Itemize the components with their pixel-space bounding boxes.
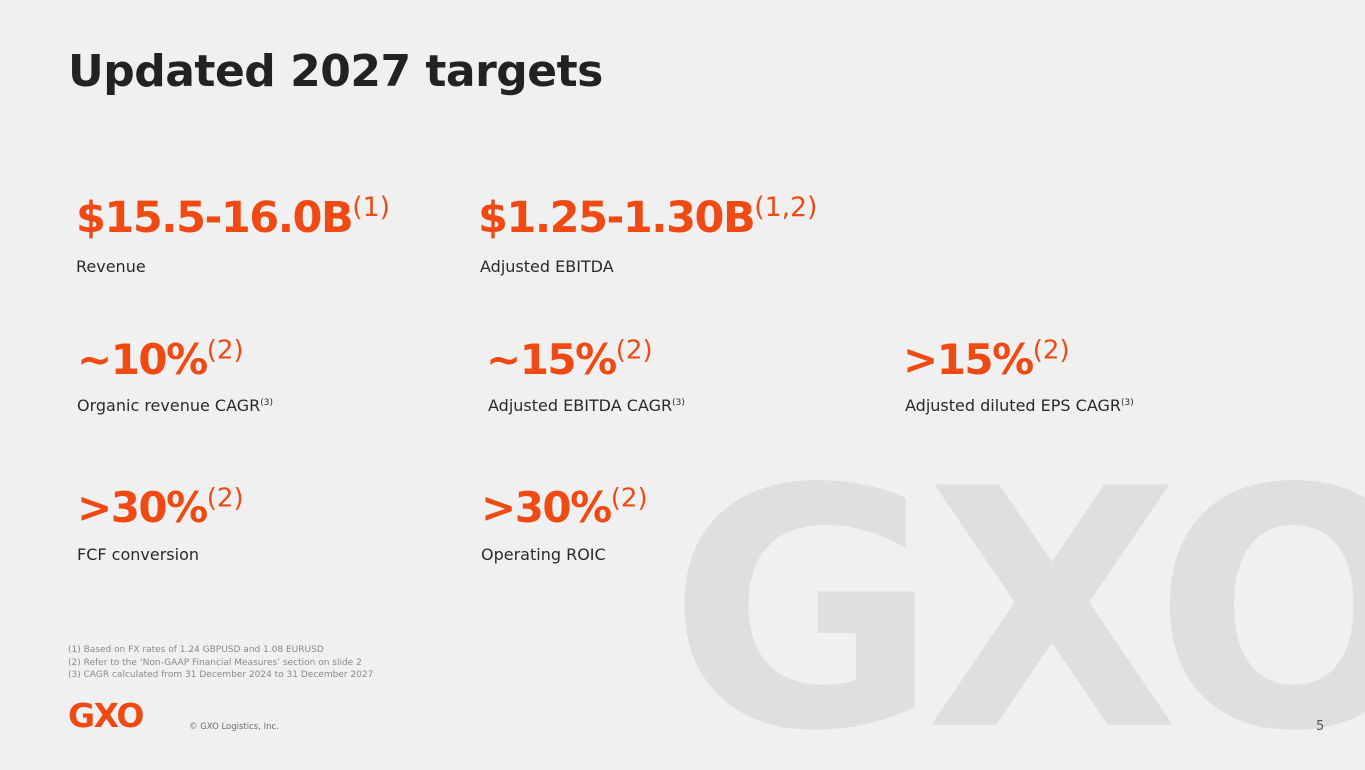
metric-operating-roic: >30%(2) Operating ROIC <box>481 483 648 565</box>
metric-value-note: (2) <box>206 335 244 366</box>
copyright: © GXO Logistics, Inc. <box>189 722 279 732</box>
metric-label: Organic revenue CAGR(3) <box>77 396 274 415</box>
metric-value-note: (1,2) <box>754 192 818 224</box>
metric-label: Adjusted diluted EPS CAGR(3) <box>905 396 1134 415</box>
metric-value-note: (2) <box>1032 335 1070 366</box>
metric-fcf-conversion: >30%(2) FCF conversion <box>77 483 244 565</box>
metric-label: Adjusted EBITDA <box>480 257 614 276</box>
metric-organic-revenue-cagr: ~10%(2) Organic revenue CAGR(3) <box>77 335 274 416</box>
footnote: (2) Refer to the ‘Non-GAAP Financial Mea… <box>68 657 362 668</box>
gxo-watermark: GXO <box>676 470 1365 770</box>
watermark-text: GXO <box>676 470 1365 770</box>
gxo-logo: GXO <box>68 696 144 735</box>
metric-value: ~15%(2) <box>486 335 653 384</box>
metric-value-note: (2) <box>615 335 653 366</box>
metric-value: $15.5-16.0B(1) <box>76 192 390 243</box>
metric-value-note: (1) <box>352 192 390 224</box>
metric-label: Revenue <box>76 257 146 276</box>
metric-value-note: (2) <box>206 483 244 514</box>
metric-value: >30%(2) <box>481 483 648 532</box>
metric-revenue: $15.5-16.0B(1) Revenue <box>76 194 390 276</box>
footnote: (3) CAGR calculated from 31 December 202… <box>68 670 374 680</box>
slide-title: Updated 2027 targets <box>68 46 603 97</box>
metric-label: Operating ROIC <box>481 545 606 564</box>
metric-value-note: (2) <box>610 483 648 514</box>
metric-value: ~10%(2) <box>77 335 244 384</box>
metric-adjusted-ebitda-cagr: ~15%(2) Adjusted EBITDA CAGR(3) <box>486 335 685 416</box>
metric-value: >15%(2) <box>903 335 1070 384</box>
metric-value: $1.25-1.30B(1,2) <box>478 192 818 243</box>
metric-value: >30%(2) <box>77 483 244 532</box>
metric-label: Adjusted EBITDA CAGR(3) <box>488 396 685 415</box>
page-number: 5 <box>1316 719 1325 734</box>
metric-adjusted-ebitda: $1.25-1.30B(1,2) Adjusted EBITDA <box>478 194 817 276</box>
metric-adjusted-diluted-eps-cagr: >15%(2) Adjusted diluted EPS CAGR(3) <box>903 335 1134 416</box>
footnotes: (1) Based on FX rates of 1.24 GBPUSD and… <box>68 644 373 682</box>
footnote: (1) Based on FX rates of 1.24 GBPUSD and… <box>68 645 324 655</box>
metric-label: FCF conversion <box>77 545 199 564</box>
